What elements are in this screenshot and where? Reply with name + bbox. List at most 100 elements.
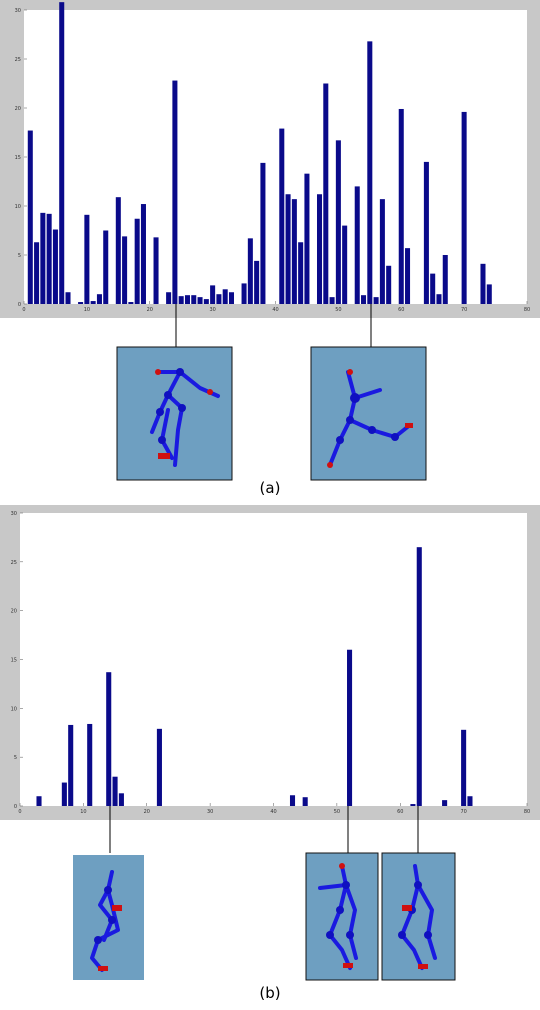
bar [289, 795, 296, 806]
pose-image [116, 346, 233, 481]
bar [367, 41, 373, 305]
bar [140, 204, 146, 304]
y-tick-label: 30 [11, 511, 17, 517]
bar [398, 108, 404, 304]
bar [247, 238, 253, 304]
y-tick-label: 5 [18, 253, 21, 259]
y-tick-label: 15 [15, 155, 21, 161]
bar [46, 213, 52, 304]
bar [386, 265, 392, 304]
x-tick-label: 80 [524, 809, 530, 815]
bar [216, 294, 222, 304]
bar [279, 128, 285, 304]
x-tick-label: 40 [272, 307, 278, 313]
bar [354, 186, 360, 304]
bar [115, 197, 121, 304]
bar [34, 242, 40, 304]
bar [210, 285, 216, 304]
bar [361, 295, 367, 304]
bar [191, 295, 197, 304]
y-tick-label: 25 [15, 57, 21, 63]
x-tick-label: 20 [147, 307, 153, 313]
bar [172, 80, 178, 304]
bar [302, 797, 308, 806]
plot-area [24, 10, 527, 304]
y-tick-label: 20 [11, 609, 17, 615]
bar [335, 140, 341, 304]
x-tick-label: 0 [18, 809, 21, 815]
bar [36, 796, 42, 806]
x-tick-label: 10 [80, 809, 86, 815]
bar [298, 242, 304, 304]
bar [304, 173, 310, 304]
bar [166, 292, 172, 304]
y-tick-label: 5 [14, 755, 17, 761]
bar [40, 212, 46, 304]
bar [285, 194, 291, 304]
bar [436, 294, 442, 304]
x-tick-label: 60 [397, 809, 403, 815]
bar [461, 111, 467, 304]
bar [134, 218, 140, 304]
x-tick-label: 10 [84, 307, 90, 313]
bar [156, 728, 162, 806]
bar [430, 273, 436, 304]
bar [103, 230, 109, 304]
bar [260, 162, 266, 304]
caption: (a) [260, 479, 281, 497]
bar [112, 776, 118, 806]
y-tick-label: 15 [11, 658, 17, 664]
bar [61, 782, 67, 806]
x-tick-label: 50 [335, 307, 341, 313]
bar [106, 672, 112, 806]
bar [52, 229, 58, 304]
plot-area [20, 513, 527, 806]
bar [197, 297, 203, 304]
x-tick-label: 60 [398, 307, 404, 313]
bar [178, 296, 184, 304]
bar [416, 547, 422, 806]
y-tick-label: 20 [15, 106, 21, 112]
bar [153, 237, 159, 304]
bar [347, 649, 353, 806]
bar [379, 199, 385, 304]
bar [480, 263, 486, 304]
x-tick-label: 50 [334, 809, 340, 815]
bar [442, 800, 448, 806]
bar [184, 295, 190, 304]
bar [254, 260, 260, 304]
bar [442, 255, 448, 304]
bar [486, 284, 492, 304]
x-tick-label: 80 [524, 307, 530, 313]
bar [68, 724, 74, 806]
bar [405, 248, 411, 304]
y-tick-label: 30 [15, 8, 21, 14]
pose-image [73, 855, 144, 980]
bar [118, 793, 124, 806]
bar [203, 299, 209, 304]
bar [65, 292, 71, 304]
bar [342, 225, 348, 304]
bar [59, 2, 65, 304]
pose-image [310, 346, 427, 481]
y-tick-label: 0 [18, 302, 21, 308]
bar [461, 729, 467, 806]
bar [87, 723, 93, 806]
bar [329, 297, 335, 304]
x-tick-label: 0 [22, 307, 25, 313]
x-tick-label: 40 [270, 809, 276, 815]
bar [467, 796, 473, 806]
x-tick-label: 70 [461, 307, 467, 313]
y-tick-label: 25 [11, 560, 17, 566]
y-tick-label: 10 [11, 706, 17, 712]
x-tick-label: 20 [144, 809, 150, 815]
bar [410, 804, 416, 806]
bar [373, 297, 379, 304]
bar [241, 283, 247, 304]
y-tick-label: 10 [15, 204, 21, 210]
bar [228, 292, 235, 304]
bar [90, 301, 96, 304]
x-tick-label: 70 [460, 809, 466, 815]
bar [27, 130, 33, 304]
